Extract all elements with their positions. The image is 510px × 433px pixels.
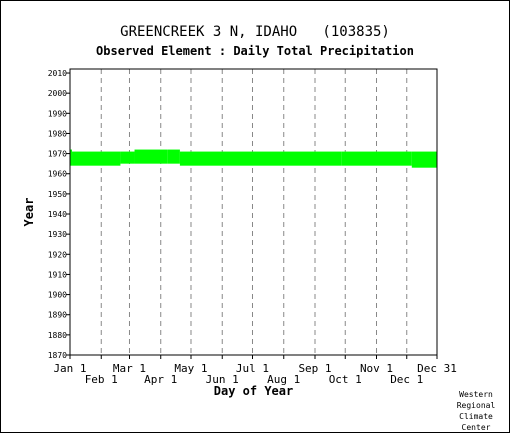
x-tick-label: Dec 1 xyxy=(390,373,423,386)
credit-line: Climate xyxy=(459,412,493,421)
credit-block: Western Regional Climate Center xyxy=(440,389,510,433)
x-tick-label: Aug 1 xyxy=(267,373,300,386)
x-tick-label: Feb 1 xyxy=(85,373,118,386)
x-tick-label: Sep 1 xyxy=(298,362,331,375)
y-tick-label: 2000 xyxy=(48,89,67,98)
y-tick-label: 1950 xyxy=(48,190,67,199)
x-tick-label: Dec 31 xyxy=(417,362,457,375)
y-tick-label: 1880 xyxy=(48,331,67,340)
data-bar xyxy=(70,149,73,166)
x-tick-label: Jul 1 xyxy=(236,362,269,375)
credit-line: Regional xyxy=(456,401,496,410)
x-tick-label: Oct 1 xyxy=(329,373,362,386)
y-tick-label: 1900 xyxy=(48,291,67,300)
y-tick-label: 1980 xyxy=(48,129,67,138)
credit-line: Western xyxy=(459,390,493,399)
y-tick-label: 1940 xyxy=(48,210,67,219)
data-bar xyxy=(72,151,121,166)
plot-border xyxy=(69,68,438,356)
y-tick-label: 1970 xyxy=(48,150,67,159)
y-tick-label: 1910 xyxy=(48,270,67,279)
x-axis-label: Day of Year xyxy=(214,384,293,398)
y-tick-label: 2010 xyxy=(48,69,67,78)
y-tick-label: 1960 xyxy=(48,170,67,179)
x-tick-label: May 1 xyxy=(174,362,207,375)
x-tick-label: Apr 1 xyxy=(144,373,177,386)
x-tick-label: Nov 1 xyxy=(360,362,393,375)
credit-line: Center xyxy=(461,423,491,432)
x-tick-label: Jan 1 xyxy=(53,362,86,375)
y-tick-label: 1920 xyxy=(48,250,67,259)
y-axis-label: Year xyxy=(22,198,36,227)
data-bar xyxy=(120,151,135,164)
x-tick-label: Jun 1 xyxy=(206,373,239,386)
y-tick-label: 1870 xyxy=(48,351,67,360)
x-tick-label: Mar 1 xyxy=(113,362,146,375)
data-bar xyxy=(179,151,342,166)
y-tick-label: 1890 xyxy=(48,311,67,320)
data-bar xyxy=(167,149,180,164)
chart-title: GREENCREEK 3 N, IDAHO (103835) xyxy=(120,24,390,40)
data-bar xyxy=(341,151,412,166)
data-bar xyxy=(411,151,437,168)
y-tick-label: 1930 xyxy=(48,230,67,239)
y-tick-label: 1990 xyxy=(48,109,67,118)
data-bar xyxy=(134,149,168,164)
chart-subtitle: Observed Element : Daily Total Precipita… xyxy=(96,44,414,58)
